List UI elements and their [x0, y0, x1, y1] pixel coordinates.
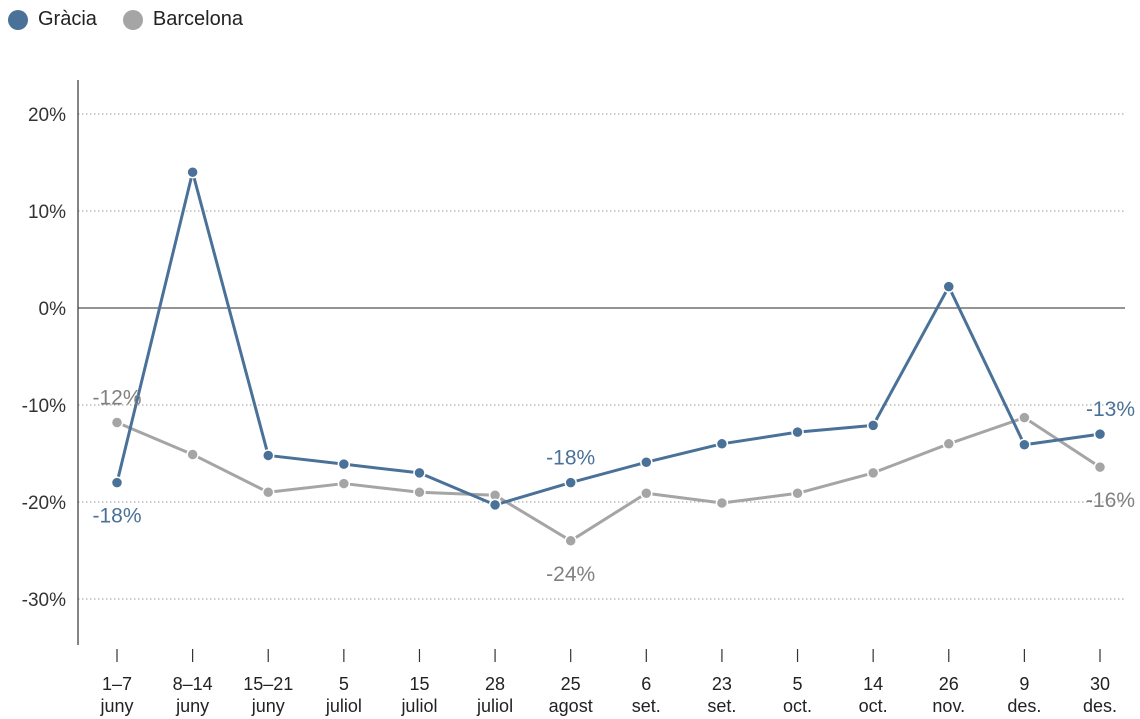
x-tick-label: juliol [476, 696, 513, 716]
x-tick-label: 26 [939, 674, 959, 694]
x-tick-label: des. [1007, 696, 1041, 716]
x-tick-label: juliol [400, 696, 437, 716]
data-point-barcelona[interactable] [942, 437, 956, 451]
data-point-gracia[interactable] [942, 280, 956, 293]
x-tick-label: juny [175, 696, 209, 716]
data-point-barcelona[interactable] [791, 487, 804, 500]
data-point-barcelona[interactable] [715, 496, 729, 510]
data-point-gracia[interactable] [1018, 438, 1031, 452]
data-point-gracia[interactable] [791, 425, 804, 439]
data-point-barcelona[interactable] [110, 416, 124, 429]
x-tick-label: juny [99, 696, 133, 716]
x-tick-label: 1–7 [102, 674, 132, 694]
data-label: -13% [1086, 398, 1135, 421]
data-point-gracia[interactable] [715, 437, 729, 451]
data-label: -12% [92, 386, 141, 409]
data-point-gracia[interactable] [110, 476, 124, 489]
legend-swatch-barcelona [122, 9, 143, 30]
x-tick-label: 5 [793, 674, 803, 694]
y-tick-label: -20% [22, 493, 66, 514]
x-tick-label: 28 [485, 674, 505, 694]
x-tick-label: juny [251, 696, 285, 716]
y-tick-label: 10% [28, 202, 66, 223]
series-line-gracia [115, 170, 1101, 507]
x-tick-label: 14 [863, 674, 883, 694]
data-point-gracia[interactable] [640, 455, 653, 469]
data-point-barcelona[interactable] [866, 466, 880, 480]
data-point-gracia[interactable] [488, 498, 502, 512]
legend-item-barcelona[interactable]: Barcelona [122, 8, 243, 31]
x-tick-label: set. [632, 696, 661, 716]
data-point-barcelona[interactable] [640, 487, 653, 500]
y-tick-label: 0% [39, 299, 67, 320]
x-tick-label: 30 [1090, 674, 1110, 694]
data-label: -24% [546, 563, 595, 586]
x-tick-label: oct. [783, 696, 812, 716]
x-tick-label: oct. [859, 696, 888, 716]
x-tick-label: 9 [1019, 674, 1029, 694]
x-tick-label: 6 [641, 674, 651, 694]
legend-label-gracia: Gràcia [38, 8, 97, 30]
x-tick-label: des. [1083, 696, 1117, 716]
data-point-barcelona[interactable] [413, 486, 426, 499]
data-point-gracia[interactable] [564, 476, 577, 489]
data-point-barcelona[interactable] [1018, 411, 1031, 424]
x-tick-label: 8–14 [173, 674, 213, 694]
x-tick-label: 5 [339, 674, 349, 694]
data-point-barcelona[interactable] [1093, 460, 1107, 474]
x-tick-label: 25 [561, 674, 581, 694]
data-label: -18% [92, 505, 141, 528]
x-tick-label: agost [549, 696, 593, 716]
data-point-barcelona[interactable] [261, 486, 275, 499]
x-tick-label: 15–21 [243, 674, 293, 694]
legend-label-barcelona: Barcelona [152, 8, 243, 30]
data-point-gracia[interactable] [337, 457, 351, 471]
data-point-gracia[interactable] [1093, 427, 1107, 441]
legend-swatch-gracia [8, 9, 28, 30]
x-tick-label: 15 [409, 674, 429, 694]
x-tick-label: nov. [932, 696, 965, 716]
data-point-gracia[interactable] [413, 466, 426, 480]
data-point-gracia[interactable] [866, 419, 880, 432]
data-point-gracia[interactable] [261, 449, 275, 462]
data-point-barcelona[interactable] [337, 477, 351, 490]
data-label: -18% [546, 447, 595, 470]
chart-legend: Gràcia Barcelona [8, 8, 243, 31]
series-line-barcelona [116, 416, 1101, 543]
y-tick-label: -30% [22, 590, 66, 611]
data-point-barcelona[interactable] [186, 448, 199, 461]
data-point-gracia[interactable] [186, 165, 199, 179]
y-tick-label: 20% [28, 105, 66, 126]
legend-item-gracia[interactable]: Gràcia [8, 8, 97, 31]
x-tick-label: juliol [325, 696, 362, 716]
data-point-barcelona[interactable] [564, 534, 577, 548]
x-tick-label: set. [707, 696, 736, 716]
data-label: -16% [1086, 489, 1135, 512]
y-tick-label: -10% [22, 396, 66, 417]
x-tick-label: 23 [712, 674, 732, 694]
